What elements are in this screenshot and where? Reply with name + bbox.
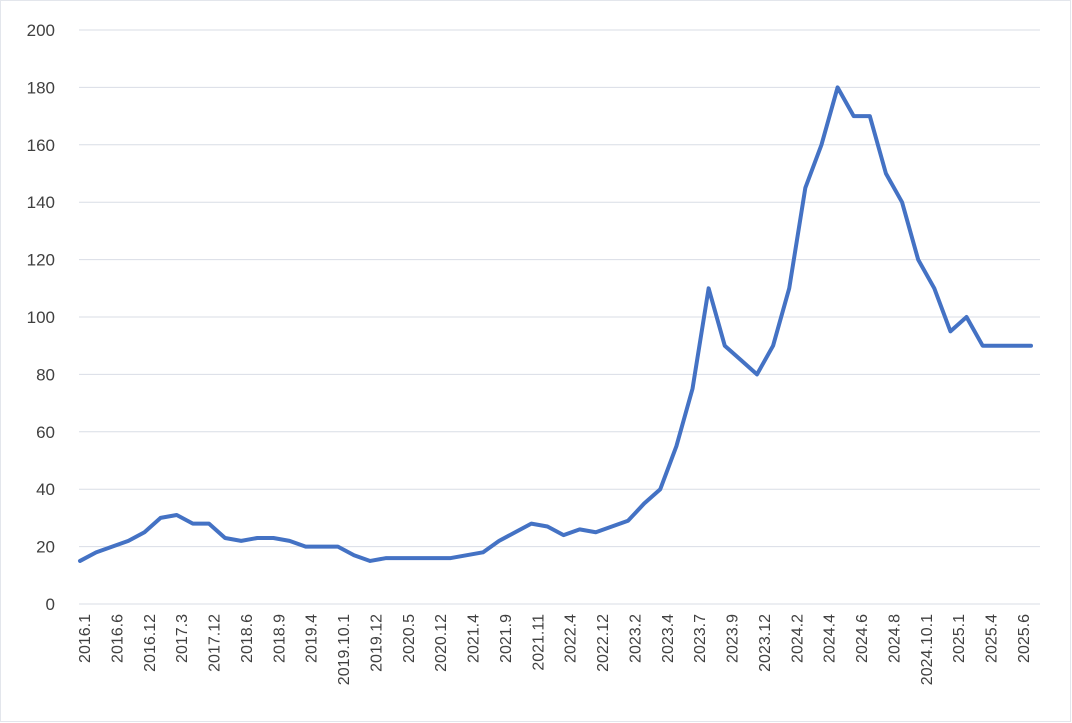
y-tick-label: 0 [46, 595, 55, 614]
x-tick-label: 2019.12 [368, 614, 385, 672]
x-tick-label: 2023.12 [757, 614, 774, 672]
y-tick-label: 40 [36, 480, 55, 499]
x-tick-label: 2025.4 [984, 614, 1001, 663]
gridlines [79, 29, 1040, 605]
x-tick-label: 2022.12 [595, 614, 612, 672]
x-tick-label: 2019.4 [304, 614, 321, 663]
x-tick-label: 2024.2 [789, 614, 806, 663]
y-tick-label: 100 [27, 308, 55, 327]
x-tick-label: 2024.8 [886, 614, 903, 663]
y-tick-label: 20 [36, 538, 55, 557]
x-tick-label: 2025.6 [1016, 614, 1033, 663]
x-tick-label: 2021.11 [530, 614, 547, 671]
y-tick-label: 160 [27, 136, 55, 155]
x-tick-label: 2024.4 [822, 614, 839, 663]
y-tick-label: 60 [36, 423, 55, 442]
x-tick-label: 2022.4 [563, 614, 580, 663]
x-tick-label: 2025.1 [951, 614, 968, 663]
series-line [78, 85, 1033, 563]
y-tick-label: 140 [27, 193, 55, 212]
x-tick-label: 2020.12 [433, 614, 450, 672]
x-tick-label: 2021.4 [466, 614, 483, 663]
x-tick-label: 2018.9 [271, 614, 288, 663]
x-tick-label: 2019.10.1 [336, 614, 353, 685]
y-tick-label: 200 [27, 21, 55, 40]
x-tick-label: 2020.5 [401, 614, 418, 663]
x-tick-label: 2023.9 [725, 614, 742, 663]
x-tick-label: 2017.3 [174, 614, 191, 663]
x-tick-label: 2024.6 [854, 614, 871, 663]
y-tick-label: 120 [27, 251, 55, 270]
x-tick-label: 2023.7 [692, 614, 709, 663]
x-tick-label: 2016.12 [142, 614, 159, 672]
x-tick-label: 2021.9 [498, 614, 515, 663]
y-tick-label: 80 [36, 365, 55, 384]
series-layer [78, 85, 1033, 563]
x-tick-label: 2023.2 [627, 614, 644, 663]
y-axis-ticks: 0 20 40 60 80 100 120 140 160 180 200 [27, 21, 55, 614]
y-tick-label: 180 [27, 78, 55, 97]
x-tick-label: 2018.6 [239, 614, 256, 663]
x-axis-ticks: 2016.1 2016.6 2016.12 2017.3 2017.12 2018.6 20… [77, 614, 1033, 685]
x-tick-label: 2023.4 [660, 614, 677, 663]
x-tick-label: 2016.6 [109, 614, 126, 663]
x-tick-label: 2017.12 [207, 614, 224, 672]
x-tick-label: 2016.1 [77, 614, 94, 663]
x-tick-label: 2024.10.1 [919, 614, 936, 685]
